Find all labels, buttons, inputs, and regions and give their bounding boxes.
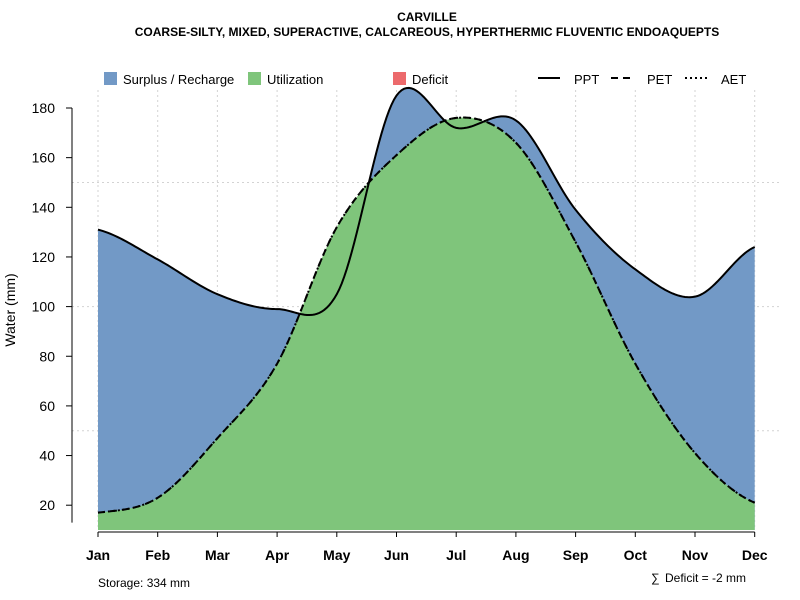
x-tick-label-jan: Jan — [86, 547, 110, 563]
y-axis-title: Water (mm) — [2, 273, 18, 346]
x-tick-label-jun: Jun — [384, 547, 409, 563]
axes: 20 40 60 80 100 120 140 160 180 Jan Feb Mar Apr May Ju… — [32, 100, 768, 563]
legend-label-pet: PET — [647, 72, 672, 87]
storage-note: Storage: 334 mm — [98, 576, 190, 590]
legend-swatch-surplus-recharge — [104, 72, 117, 85]
x-tick-label-sep: Sep — [563, 547, 589, 563]
deficit-note: Deficit = -2 mm — [665, 571, 746, 585]
legend-label-aet: AET — [721, 72, 746, 87]
y-tick-label: 20 — [39, 497, 55, 513]
y-tick-label: 160 — [32, 150, 56, 166]
x-tick-label-may: May — [323, 547, 350, 563]
y-tick-label: 100 — [32, 299, 56, 315]
y-tick-label: 40 — [39, 448, 55, 464]
utilization-area — [98, 117, 755, 531]
x-tick-label-feb: Feb — [145, 547, 170, 563]
x-tick-label-apr: Apr — [265, 547, 290, 563]
x-tick-label-mar: Mar — [205, 547, 230, 563]
y-tick-label: 60 — [39, 398, 55, 414]
x-tick-label-jul: Jul — [446, 547, 466, 563]
y-tick-label: 80 — [39, 348, 55, 364]
legend-swatch-deficit — [393, 72, 406, 85]
x-tick-label-aug: Aug — [502, 547, 529, 563]
aet-line — [97, 116, 756, 514]
legend-label-utilization: Utilization — [267, 72, 323, 87]
legend-swatch-utilization — [248, 72, 261, 85]
ppt-line — [97, 86, 756, 317]
legend-label-ppt: PPT — [574, 72, 599, 87]
sum-icon: ∑ — [651, 571, 660, 585]
chart-title: CARVILLE — [397, 10, 457, 24]
legend-label-surplus-recharge: Surplus / Recharge — [123, 72, 234, 87]
x-tick-label-nov: Nov — [682, 547, 709, 563]
x-tick-label-oct: Oct — [624, 547, 648, 563]
y-tick-label: 180 — [32, 100, 56, 116]
legend-label-deficit: Deficit — [412, 72, 449, 87]
legend: Surplus / Recharge Utilization Deficit PPT P… — [104, 72, 746, 87]
chart-subtitle: COARSE-SILTY, MIXED, SUPERACTIVE, CALCAR… — [135, 25, 720, 39]
y-tick-label: 120 — [32, 249, 56, 265]
x-tick-label-dec: Dec — [742, 547, 768, 563]
y-tick-label: 140 — [32, 199, 56, 215]
